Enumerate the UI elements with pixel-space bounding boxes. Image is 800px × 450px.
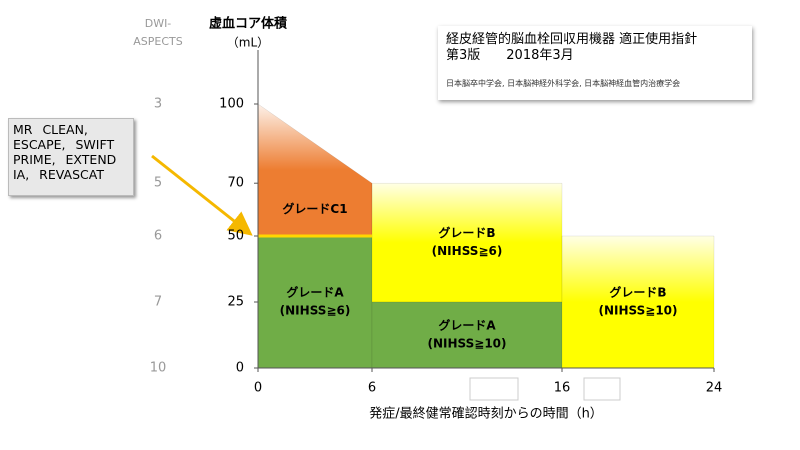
zone (257, 103, 373, 237)
zone-sublabel: (NIHSS≧6) (432, 244, 503, 258)
aspects-value: 7 (154, 295, 162, 310)
aspects-label: ASPECTS (133, 35, 182, 48)
zone-label: グレードB (438, 225, 495, 240)
x-axis-label: 発症/最終健常確認時刻からの時間（h） (369, 406, 603, 422)
guideline-edition: 第3版 2018年3月 (446, 48, 574, 63)
aspects-label: DWI- (145, 17, 172, 30)
zone (371, 301, 563, 369)
aspects-value: 3 (154, 97, 162, 112)
blank-box (583, 377, 621, 401)
y-tick-label: 0 (236, 361, 244, 376)
zone-sublabel: (NIHSS≧6) (280, 304, 351, 318)
y-tick-label: 100 (219, 97, 244, 112)
zone (257, 235, 373, 369)
y-tick-label: 70 (227, 176, 244, 191)
guideline-title: 経皮経管的脳血栓回収用機器 適正使用指針 (446, 32, 698, 47)
aspects-value: 5 (154, 176, 162, 191)
x-tick-label: 0 (254, 381, 262, 396)
y-tick-label: 25 (227, 295, 244, 310)
zone (371, 182, 563, 303)
x-tick-label: 24 (706, 381, 723, 396)
guideline-box: 経皮経管的脳血栓回収用機器 適正使用指針 第3版 2018年3月 日本脳卒中学会… (438, 26, 752, 100)
blank-box (469, 377, 519, 401)
zone (561, 235, 715, 369)
aspects-value: 10 (150, 361, 167, 376)
zone-label: グレードB (609, 285, 666, 300)
guideline-societies: 日本脳卒中学会, 日本脳神経外科学会, 日本脳神経血管内治療学会 (446, 79, 681, 88)
trials-box: MR CLEAN, ESCAPE, SWIFT PRIME, EXTEND IA… (8, 118, 134, 196)
zone-sublabel: (NIHSS≧10) (598, 304, 677, 318)
zone-label: グレードA (286, 285, 344, 300)
y-axis-unit: （mL） (227, 36, 269, 50)
x-tick-label: 16 (554, 381, 571, 396)
x-tick-label: 6 (368, 381, 376, 396)
aspects-value: 6 (154, 229, 162, 244)
arrow (151, 154, 253, 236)
zone-sublabel: (NIHSS≧10) (427, 337, 506, 351)
y-tick-label: 50 (227, 229, 244, 244)
zone-label: グレードC1 (282, 201, 347, 216)
zone-label: グレードA (438, 318, 496, 333)
y-axis-label: 虚血コア体積 (209, 16, 288, 32)
